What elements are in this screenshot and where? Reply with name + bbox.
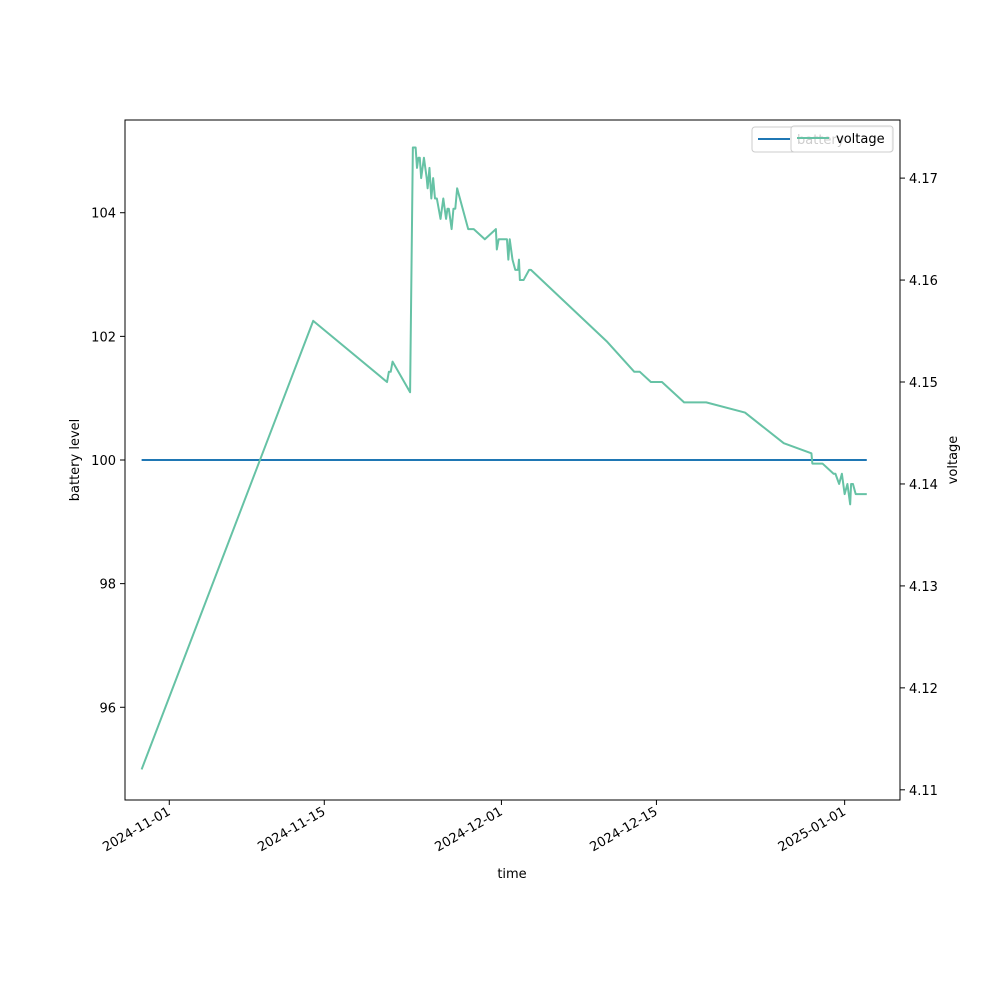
- y-tick-label: 100: [91, 454, 116, 469]
- y-tick-label: 104: [91, 207, 116, 222]
- y2-tick-label: 4.17: [909, 172, 938, 187]
- y2-tick-label: 4.14: [909, 478, 938, 493]
- y2-tick-label: 4.16: [909, 274, 938, 289]
- y2-tick-label: 4.13: [909, 580, 938, 595]
- legend-voltage-label: voltage: [836, 132, 885, 147]
- y-axis-right: 4.11 4.12 4.13 4.14 4.15 4.16 4.17: [900, 172, 938, 799]
- y2-axis-label: voltage: [946, 436, 961, 485]
- y2-tick-label: 4.11: [909, 784, 938, 799]
- y2-tick-label: 4.12: [909, 682, 938, 697]
- y2-tick-label: 4.15: [909, 376, 938, 391]
- y-tick-label: 98: [99, 578, 116, 593]
- y-tick-label: 96: [99, 701, 116, 716]
- x-axis-label: time: [497, 867, 526, 882]
- legend-voltage: voltage: [790, 125, 894, 153]
- y-axis-label: battery level: [68, 419, 83, 502]
- legend-voltage-frame: [790, 125, 894, 153]
- series-line-voltage: [140, 146, 867, 770]
- y-axis-left: 96 98 100 102 104: [91, 207, 125, 716]
- series-layer: [140, 146, 867, 770]
- y-tick-label: 102: [91, 330, 116, 345]
